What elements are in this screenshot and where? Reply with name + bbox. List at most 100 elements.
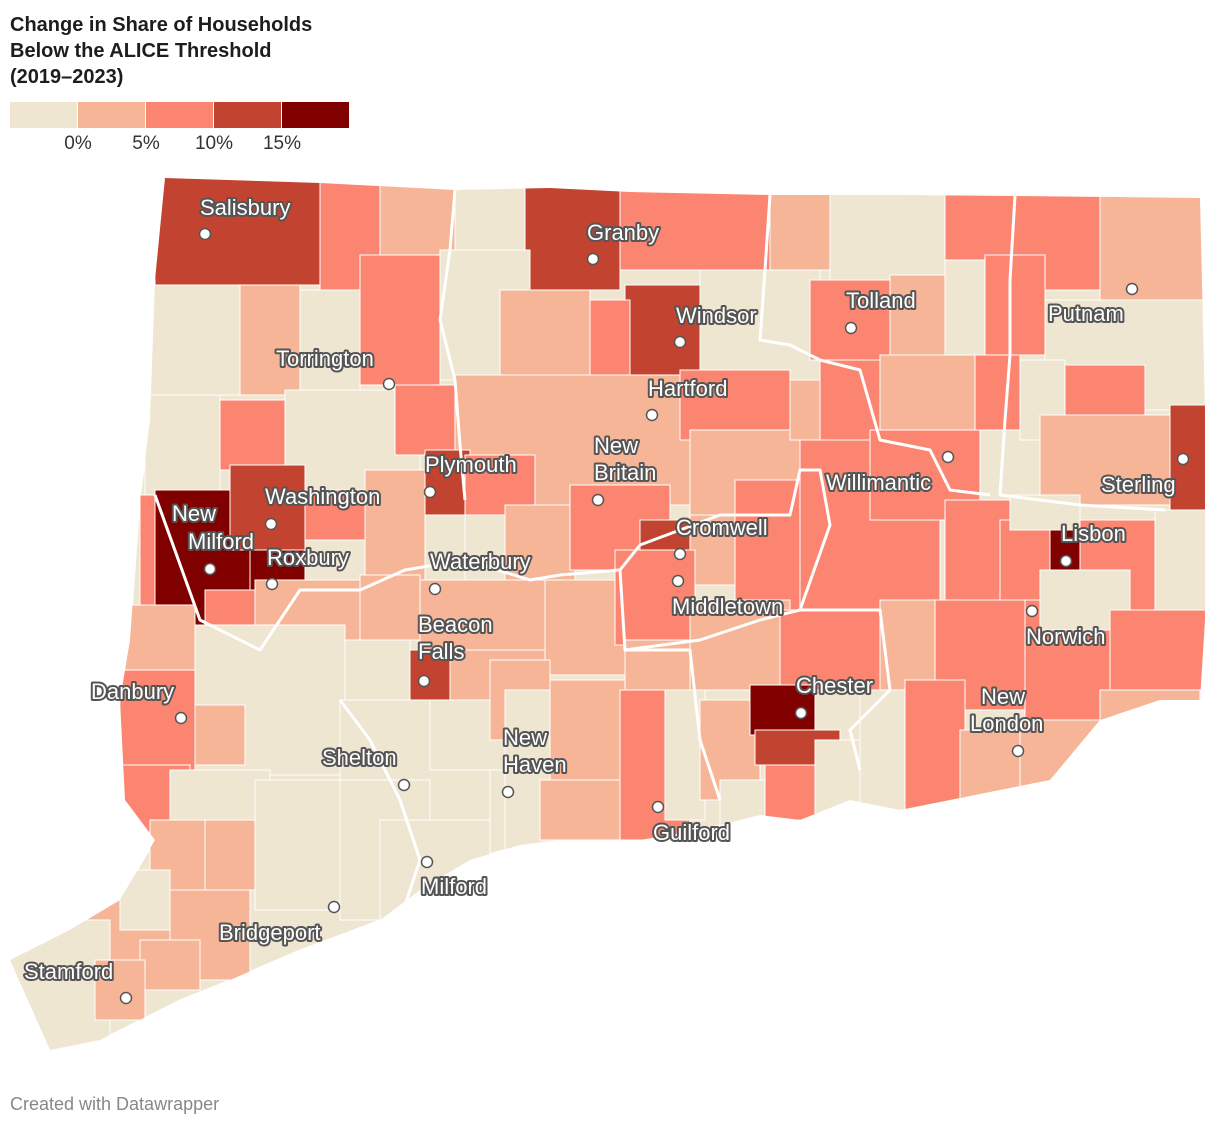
town-ledyard [1039, 569, 1131, 631]
city-roxbury: Roxbury [265, 543, 351, 591]
town-new-london [959, 729, 1021, 801]
legend-tick-0: 0% [64, 133, 92, 154]
title-line-1: Change in Share of Households [10, 14, 313, 36]
border-litchfield-hartford [438, 189, 467, 501]
city-markers: Salisbury Granby Tolland Putnam Windsor Torri… [22, 193, 1190, 1005]
city-new-milford: New Milford [170, 499, 256, 576]
town-bristol [464, 454, 536, 516]
town-tolland [809, 279, 891, 361]
city-hartford: Hartford [645, 374, 729, 422]
city-label-granby: Granby [587, 220, 659, 245]
city-dot-new-london [1011, 744, 1025, 758]
city-label-roxbury: Roxbury [267, 545, 349, 570]
city-label-shelton: Shelton [322, 745, 397, 770]
town-waterbury-n [364, 469, 426, 581]
city-label-willimantic: Willimantic [826, 470, 931, 495]
city-dot-beacon-falls [417, 674, 431, 688]
border-tolland-windham [758, 194, 991, 497]
legend-tick-5: 5% [132, 133, 160, 154]
border-middlesex-west [618, 569, 801, 652]
city-label-tolland: Tolland [846, 288, 916, 313]
color-legend: 0% 5% 10% 15% [10, 102, 350, 158]
city-label-hartford: Hartford [648, 376, 727, 401]
city-salisbury: Salisbury [198, 193, 292, 241]
legend-swatch-4 [214, 102, 281, 128]
city-label-beacon-falls-line-2: Falls [418, 639, 464, 664]
county-borders [153, 189, 1166, 921]
border-new-haven-hartford [464, 544, 642, 582]
city-lisbon: Lisbon [1059, 519, 1128, 568]
city-dot-norwich [1025, 604, 1039, 618]
city-dot-roxbury [265, 577, 279, 591]
town-granby-area [524, 184, 621, 291]
city-dot-torrington [382, 377, 396, 391]
town-central-north-3 [589, 299, 631, 381]
town-east-2 [974, 354, 1021, 431]
city-label-new-milford-line-2: Milford [188, 529, 254, 554]
city-label-beacon-falls-line-1: Beacon [418, 612, 493, 637]
town-torrington [359, 254, 441, 386]
city-label-lisbon: Lisbon [1061, 521, 1126, 546]
city-dot-granby [586, 252, 600, 266]
city-dot-shelton [397, 778, 411, 792]
city-dot-waterbury [428, 582, 442, 596]
town-woodbury [304, 489, 366, 541]
town-regions [10, 178, 1205, 1050]
city-label-waterbury: Waterbury [430, 549, 531, 574]
city-dot-hartford [645, 408, 659, 422]
city-dot-danbury [174, 711, 188, 725]
town-danbury-north [124, 604, 196, 676]
border-new-haven-middlesex-south [625, 648, 722, 801]
city-plymouth: Plymouth [423, 450, 519, 499]
city-dot-milford [420, 855, 434, 869]
city-dot-new-britain [591, 493, 605, 507]
town-branford [539, 779, 631, 841]
legend-ticks: 0% 5% 10% 15% [10, 133, 350, 159]
city-label-new-haven-line-2: Haven [503, 752, 567, 777]
city-sterling: Sterling [1099, 452, 1190, 499]
town-east-4 [1064, 364, 1146, 421]
town-east-5 [1039, 414, 1176, 506]
city-label-new-britain-line-1: New [594, 433, 638, 458]
legend-swatches [10, 102, 350, 128]
town-east-haddam [779, 609, 881, 691]
city-dot-middletown [671, 574, 685, 588]
city-stamford: Stamford [22, 957, 133, 1005]
city-milford: Milford [419, 855, 489, 901]
town-litchfield-west [149, 284, 241, 396]
town-middletown [614, 549, 696, 646]
title-line-2: Below the ALICE Threshold [10, 40, 272, 62]
city-label-sterling: Sterling [1101, 472, 1176, 497]
town-easton [204, 819, 261, 891]
city-dot-cromwell [673, 547, 687, 561]
city-norwich: Norwich [1024, 604, 1107, 651]
city-putnam: Putnam [1046, 282, 1139, 328]
city-waterbury: Waterbury [428, 547, 533, 596]
city-label-washington: Washington [265, 484, 380, 509]
town-north-mid-2 [379, 179, 456, 256]
town-torrington-west [299, 289, 361, 391]
city-granby: Granby [585, 218, 661, 266]
city-bridgeport: Bridgeport [217, 900, 341, 947]
town-east-mid-2 [984, 254, 1046, 356]
city-label-putnam: Putnam [1048, 301, 1124, 326]
city-chester: Chester [794, 671, 875, 720]
city-label-middletown: Middletown [672, 594, 783, 619]
city-dot-chester [794, 706, 808, 720]
city-label-cromwell: Cromwell [676, 515, 768, 540]
town-west-mid-2 [219, 399, 286, 471]
town-stamford [10, 919, 111, 1050]
city-label-bridgeport: Bridgeport [219, 920, 321, 945]
town-darien [139, 939, 201, 991]
town-litchfield-mid [239, 284, 301, 396]
town-washington [229, 464, 306, 551]
title-line-3: (2019–2023) [10, 66, 124, 88]
town-north-east-2 [769, 189, 831, 271]
city-danbury: Danbury [89, 677, 188, 725]
town-new-canaan [119, 869, 171, 931]
town-wallingford [549, 679, 626, 781]
city-label-new-london-line-1: New [981, 684, 1025, 709]
town-hartford-mid [679, 369, 791, 441]
